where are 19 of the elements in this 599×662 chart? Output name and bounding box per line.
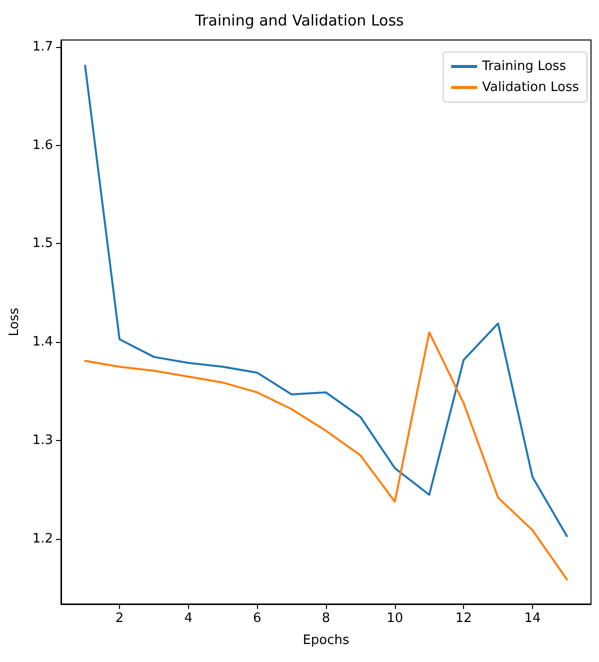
x-tick-label: 8: [322, 611, 330, 626]
y-tick-label: 1.3: [32, 433, 53, 448]
x-tick-label: 2: [115, 611, 124, 626]
y-tick-label: 1.5: [32, 236, 53, 252]
y-tick-label: 1.2: [32, 532, 53, 547]
chart-title: Training and Validation Loss: [194, 12, 404, 30]
y-tick-label: 1.4: [32, 334, 53, 350]
legend-label: Training Loss: [481, 59, 566, 74]
y-tick-label: 1.7: [32, 39, 53, 54]
x-tick-label: 14: [524, 611, 541, 626]
line-series: [84, 331, 568, 580]
y-axis-title: Loss: [7, 308, 22, 336]
x-tick-label: 10: [386, 611, 404, 626]
x-axis-title: Epochs: [302, 633, 350, 648]
x-tick-label: 6: [253, 611, 262, 626]
x-tick-label: 4: [184, 611, 192, 626]
y-tick-label: 1.6: [32, 138, 53, 153]
legend-label: Validation Loss: [482, 80, 580, 95]
x-tick-label: 12: [455, 611, 472, 626]
